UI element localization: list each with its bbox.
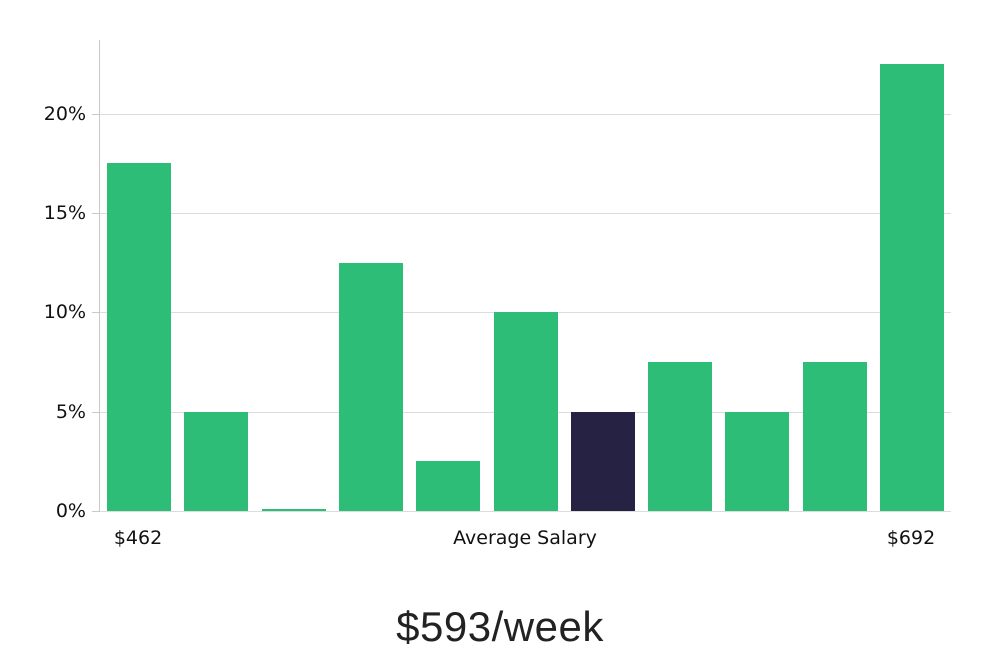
gridline-15% [100,212,951,214]
histogram-bar [493,312,558,511]
x-label-average-salary: Average Salary [453,527,597,549]
histogram-bar [261,509,326,511]
histogram-bar [416,461,481,511]
histogram-bar [184,412,249,511]
y-tick-label-15%: 15% [43,201,86,224]
y-axis-tick [92,411,100,413]
histogram-bar [880,64,944,511]
histogram-bar [338,263,403,511]
gridline-20% [100,113,951,115]
y-axis-tick [92,113,100,115]
y-tick-label-20%: 20% [43,102,86,125]
histogram-bar [725,412,790,511]
x-label-min-salary: $462 [113,527,163,549]
y-axis-tick [92,511,100,512]
plot-area: 0% 5% 10% 15% 20% [44,40,951,522]
y-axis-tick [92,212,100,214]
histogram-bar [648,362,713,511]
x-label-max-salary: $692 [886,527,936,549]
gridline-0% [100,511,951,512]
y-tick-label-5%: 5% [55,400,86,423]
y-tick-label-0%: 0% [55,500,86,522]
y-tick-label-10%: 10% [43,301,86,324]
average-weekly-salary-title: $593/week [396,603,604,650]
histogram-bar [107,163,171,511]
histogram-bar [802,362,867,511]
y-axis-tick [92,312,100,314]
average-salary-bar [570,412,635,511]
